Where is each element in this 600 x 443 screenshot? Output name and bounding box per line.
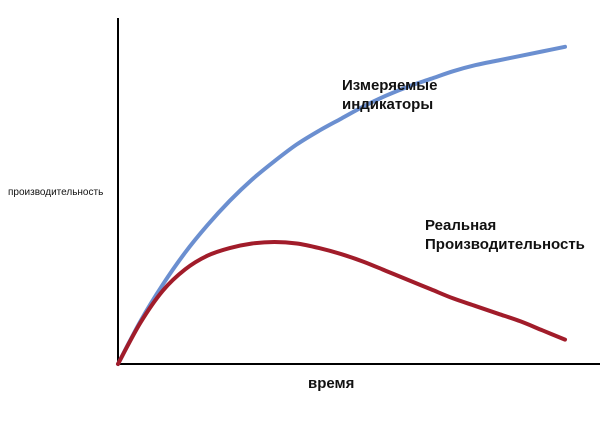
series-label-real-line1: Реальная	[425, 217, 496, 234]
series-label-measured-line1: Измеряемые	[342, 77, 437, 94]
series-layer	[116, 44, 567, 366]
axes	[117, 18, 600, 365]
series-line-real-performance	[116, 240, 567, 366]
series-label-real-line2: Производительность	[425, 236, 585, 253]
y-axis-label: производительность	[8, 187, 103, 198]
series-label-measured-line2: индикаторы	[342, 96, 433, 113]
series-labels: Измеряемые индикаторы Реальная Производи…	[342, 77, 585, 253]
x-axis-label: время	[308, 375, 354, 392]
series-line-measured-indicators	[116, 44, 567, 366]
